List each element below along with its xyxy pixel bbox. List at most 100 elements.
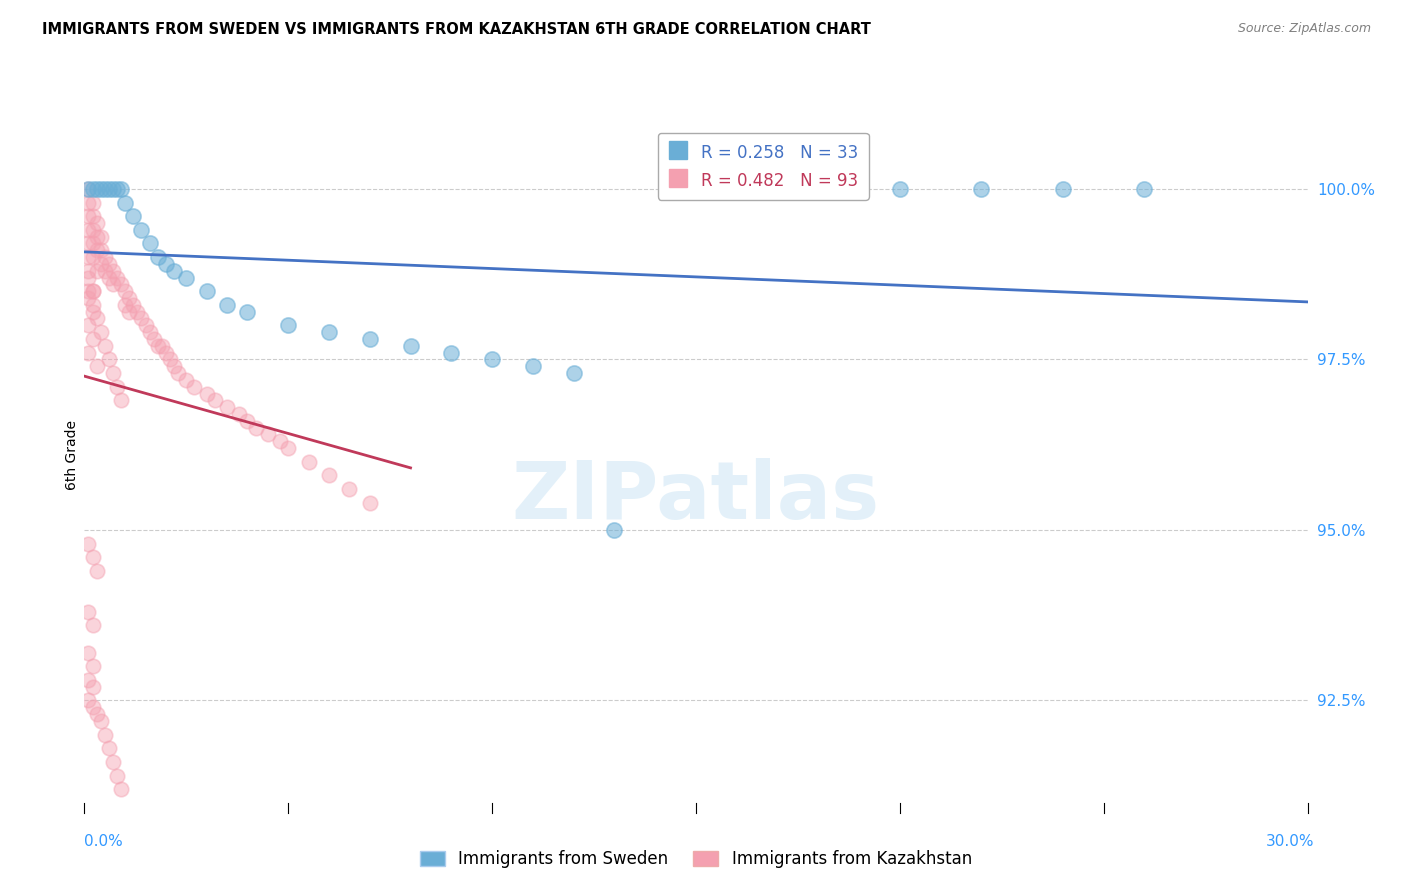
Point <box>150 339 173 353</box>
Point <box>195 284 218 298</box>
Point <box>77 673 100 687</box>
Point <box>82 304 104 318</box>
Text: IMMIGRANTS FROM SWEDEN VS IMMIGRANTS FROM KAZAKHSTAN 6TH GRADE CORRELATION CHART: IMMIGRANTS FROM SWEDEN VS IMMIGRANTS FRO… <box>42 22 872 37</box>
Point <box>97 270 120 285</box>
Point <box>889 182 911 196</box>
Point <box>195 386 218 401</box>
Point <box>114 284 136 298</box>
Point <box>146 339 169 353</box>
Point <box>82 209 104 223</box>
Point <box>77 182 100 196</box>
Point <box>86 264 108 278</box>
Point <box>77 195 100 210</box>
Point <box>114 195 136 210</box>
Point <box>318 468 340 483</box>
Point <box>142 332 165 346</box>
Point <box>359 496 381 510</box>
Point <box>481 352 503 367</box>
Point <box>236 414 259 428</box>
Point <box>105 270 128 285</box>
Point <box>101 277 124 292</box>
Point <box>97 741 120 756</box>
Text: ZIPatlas: ZIPatlas <box>512 458 880 536</box>
Point <box>114 298 136 312</box>
Text: 30.0%: 30.0% <box>1267 834 1315 849</box>
Point <box>93 264 117 278</box>
Point <box>269 434 291 449</box>
Point <box>82 700 104 714</box>
Point <box>90 244 112 258</box>
Point <box>138 325 160 339</box>
Point <box>86 707 108 722</box>
Point <box>110 277 132 292</box>
Point <box>77 182 100 196</box>
Point <box>159 352 181 367</box>
Point <box>86 229 108 244</box>
Point <box>82 250 104 264</box>
Legend: Immigrants from Sweden, Immigrants from Kazakhstan: Immigrants from Sweden, Immigrants from … <box>413 843 979 874</box>
Point <box>77 693 100 707</box>
Point <box>131 223 153 237</box>
Point <box>135 318 157 333</box>
Point <box>110 782 132 797</box>
Point <box>217 400 239 414</box>
Point <box>90 229 112 244</box>
Point <box>318 325 340 339</box>
Point <box>82 182 104 196</box>
Point <box>77 646 100 660</box>
Point <box>110 182 132 196</box>
Text: Source: ZipAtlas.com: Source: ZipAtlas.com <box>1237 22 1371 36</box>
Point <box>603 523 626 537</box>
Point <box>110 393 132 408</box>
Point <box>1052 182 1074 196</box>
Point <box>77 318 100 333</box>
Point <box>146 250 169 264</box>
Point <box>77 605 100 619</box>
Point <box>101 366 124 380</box>
Point <box>399 339 422 353</box>
Point <box>90 325 112 339</box>
Point <box>167 366 190 380</box>
Point <box>522 359 544 374</box>
Point <box>77 291 100 305</box>
Point <box>236 304 259 318</box>
Point <box>163 264 186 278</box>
Point <box>82 284 104 298</box>
Point <box>970 182 993 196</box>
Point <box>339 482 361 496</box>
Point <box>176 373 198 387</box>
Point <box>138 236 160 251</box>
Point <box>122 209 145 223</box>
Point <box>93 250 117 264</box>
Point <box>82 550 104 565</box>
Point <box>163 359 186 374</box>
Point <box>90 257 112 271</box>
Point <box>359 332 381 346</box>
Point <box>257 427 280 442</box>
Point <box>217 298 239 312</box>
Point <box>82 659 104 673</box>
Point <box>204 393 226 408</box>
Point <box>77 536 100 550</box>
Point <box>101 264 124 278</box>
Point <box>97 257 120 271</box>
Point <box>82 223 104 237</box>
Point <box>245 420 267 434</box>
Point <box>97 182 120 196</box>
Point <box>105 182 128 196</box>
Point <box>118 291 141 305</box>
Point <box>101 182 124 196</box>
Point <box>90 714 112 728</box>
Point <box>93 182 117 196</box>
Point <box>298 455 321 469</box>
Point <box>77 264 100 278</box>
Point <box>127 304 149 318</box>
Point <box>77 345 100 359</box>
Point <box>77 284 100 298</box>
Point <box>77 250 100 264</box>
Point <box>82 298 104 312</box>
Point <box>82 332 104 346</box>
Point <box>77 236 100 251</box>
Point <box>118 304 141 318</box>
Point <box>101 755 124 769</box>
